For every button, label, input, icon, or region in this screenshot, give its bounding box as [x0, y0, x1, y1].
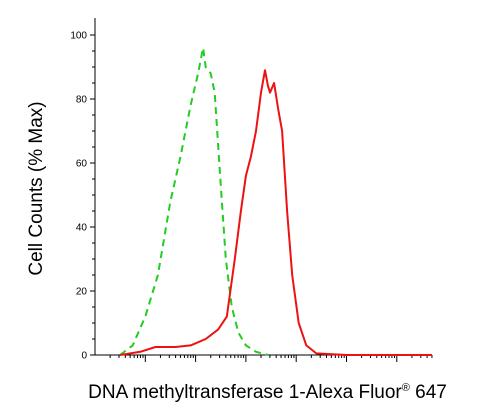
y-tick-label: 20: [76, 287, 88, 298]
series-line-2: [119, 69, 432, 356]
axes: [90, 18, 433, 362]
y-axis-title: Cell Counts (% Max): [26, 101, 47, 275]
y-tick-label: 0: [81, 351, 87, 362]
series-line-1: [119, 46, 269, 356]
x-axis-title: DNA methyltransferase 1-Alexa Fluor® 647: [88, 382, 447, 403]
y-tick-label: 60: [76, 159, 88, 170]
y-tick-label: 80: [76, 95, 88, 106]
labels: 0 20 40 60 80 100 Cell Counts (% Max) DNA methy…: [26, 31, 447, 404]
y-tick-label: 40: [76, 223, 88, 234]
series-layer: [119, 46, 432, 356]
y-tick-label: 100: [70, 31, 87, 42]
